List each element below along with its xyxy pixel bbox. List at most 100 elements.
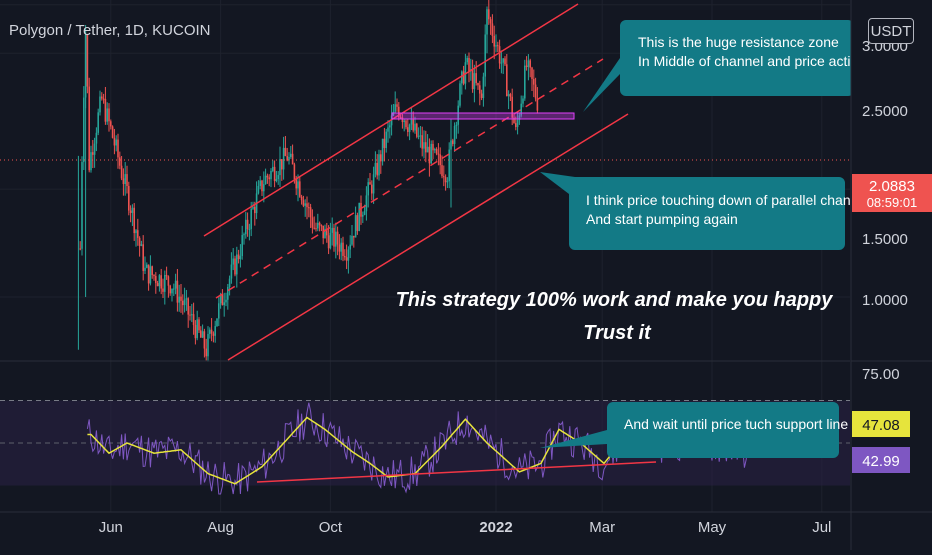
candle-body [443, 176, 445, 178]
candle-body [462, 71, 465, 84]
candle-body [482, 76, 485, 98]
currency-button[interactable]: USDT [868, 18, 914, 44]
candle-body [340, 242, 342, 252]
candle-body [86, 34, 89, 87]
candle-body [497, 45, 499, 47]
candle-body [270, 170, 272, 180]
candle-body [131, 207, 134, 213]
candle-body [358, 202, 360, 231]
candle-body [239, 256, 242, 260]
candle-body [252, 206, 254, 209]
candle-body [495, 45, 497, 47]
candle-body [365, 195, 368, 212]
candle-body [279, 159, 281, 176]
candle-body [90, 152, 92, 171]
headline-line1: This strategy 100% work and make you hap… [396, 289, 834, 311]
candle-body [165, 275, 168, 277]
candle-body [300, 196, 303, 201]
resistance-zone [391, 112, 575, 120]
candle-body [288, 156, 290, 161]
candle-body [338, 244, 341, 252]
candle-body [344, 256, 346, 258]
candle-body [147, 264, 150, 284]
candle-body [111, 126, 114, 138]
candle-body [403, 120, 405, 123]
headline-line2: Trust it [583, 322, 652, 344]
candle-body [398, 106, 400, 118]
candle-body [430, 143, 432, 164]
candle-body [434, 149, 436, 151]
candle-body [506, 64, 508, 97]
candle-body [374, 162, 377, 175]
candle-body [414, 123, 416, 131]
candle-body [246, 219, 249, 230]
candle-body [144, 267, 146, 271]
candle-body [461, 71, 463, 84]
candle-body [209, 329, 211, 334]
candle-body [164, 275, 166, 292]
candle-body [218, 303, 220, 319]
candle-body [203, 331, 206, 349]
candle-body [464, 62, 467, 84]
candle-body [146, 264, 148, 268]
candle-body [392, 111, 395, 116]
candle-body [356, 215, 359, 231]
chart-title: Polygon / Tether, 1D, KUCOIN [9, 22, 211, 39]
candle-body [317, 222, 319, 229]
candle-body [354, 215, 357, 238]
candle-body [493, 35, 495, 47]
candle-body [511, 96, 513, 118]
candle-body [95, 132, 98, 144]
candle-body [534, 84, 537, 99]
candle-body [378, 154, 380, 176]
candle-body [275, 179, 278, 182]
callout-channel-line1: I think price touching down of parallel … [586, 192, 869, 208]
candle-body [322, 225, 324, 239]
parallel-channel[interactable] [203, 3, 629, 361]
candle-body [480, 93, 483, 98]
candle-body [302, 200, 305, 206]
candle-body [158, 275, 161, 287]
candle-body [263, 184, 265, 192]
candle-body [196, 319, 198, 339]
candle-body [504, 58, 506, 65]
candle-body [385, 131, 387, 148]
candle-body [219, 294, 222, 304]
candle-body [272, 166, 274, 171]
candle-body [309, 207, 312, 218]
candle-body [311, 217, 314, 228]
candle-body [286, 155, 288, 161]
candle-body [293, 164, 296, 180]
candle-body [129, 210, 132, 213]
candle-body [509, 94, 512, 97]
rsi-label [852, 447, 910, 473]
candle-body [410, 119, 413, 125]
candle-body [187, 298, 189, 315]
candle-body [333, 227, 335, 247]
candle-body [259, 180, 261, 186]
candle-body [200, 330, 202, 338]
rsi-value: 42.99 [862, 453, 900, 470]
candle-body [383, 138, 386, 148]
callout-channel [540, 172, 845, 250]
candle-body [324, 228, 326, 239]
candle-body [250, 208, 252, 229]
candle-body [372, 174, 375, 194]
candle-body [304, 203, 306, 206]
candle-body [524, 65, 526, 99]
candle-body [380, 154, 382, 162]
candle-body [273, 166, 276, 182]
candle-body [110, 121, 112, 127]
candle-body [178, 296, 180, 303]
rsi-support-line [256, 461, 657, 483]
candle-body [102, 98, 105, 100]
candle-body [452, 140, 454, 144]
candle-body [345, 257, 348, 261]
candle-body [140, 244, 143, 246]
candle-body [198, 319, 200, 331]
candle-body [335, 231, 337, 247]
price-tick-1_5: 1.5000 [862, 231, 908, 248]
candle-body [426, 146, 429, 153]
